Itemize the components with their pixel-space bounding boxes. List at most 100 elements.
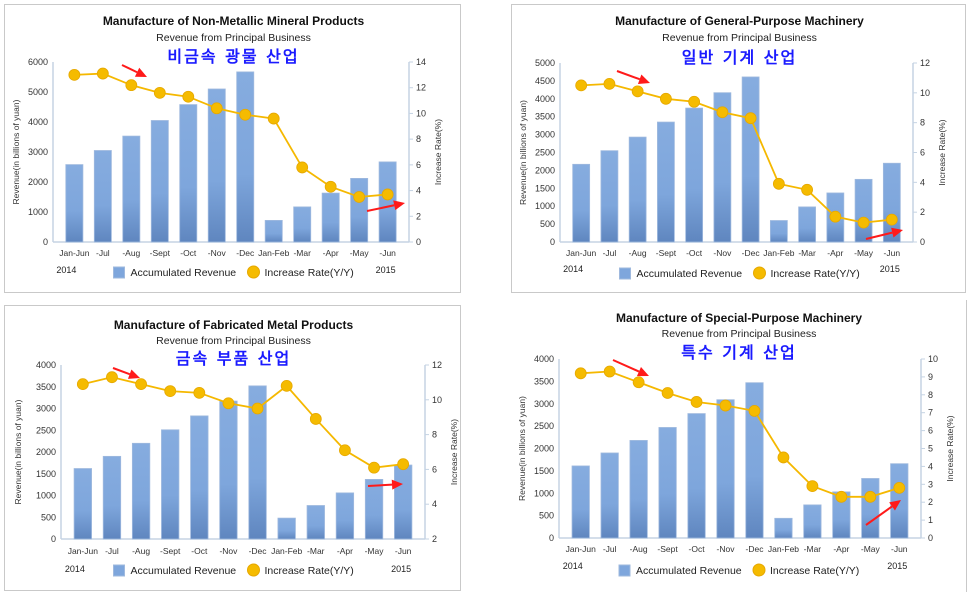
annotation-arrow-head [891, 227, 903, 238]
y2-tick-label: 2 [416, 211, 421, 221]
x-tick-label: -Nov [208, 248, 227, 258]
bar-revenue [687, 413, 706, 539]
legend-line-label: Increase Rate(Y/Y) [265, 565, 354, 577]
bar-revenue [861, 478, 880, 539]
chart-subtitle: Revenue from Principal Business [662, 328, 817, 340]
x-tick-label: -Nov [219, 546, 238, 556]
x-tick-label: -Oct [180, 248, 197, 258]
x-tick-label: -Aug [630, 544, 648, 554]
point-increase-rate [716, 106, 729, 119]
point-increase-rate [632, 376, 645, 389]
korean-label: 일반 기계 산업 [682, 48, 797, 67]
annotation-arrow-shaft [112, 367, 131, 376]
y2-tick-label: 8 [416, 134, 421, 144]
point-increase-rate [164, 385, 177, 397]
x-tick-label: -Jul [603, 248, 617, 258]
bar-revenue [685, 107, 704, 243]
annotation-arrow-head [134, 67, 147, 77]
x-tick-label: -May [854, 248, 874, 258]
point-increase-rate [893, 481, 906, 494]
y-tick-label: 2500 [534, 421, 554, 431]
x-tick-label: -Mar [798, 248, 816, 258]
chart-title: Manufacture of Non-Metallic Mineral Prod… [103, 14, 365, 28]
y2-axis-label: Increase Rate(%) [945, 415, 955, 481]
chart-svg-2: Manufacture of Fabricated Metal Products… [13, 318, 459, 577]
y-tick-label: 1000 [36, 491, 56, 501]
bar-revenue [716, 399, 735, 539]
year-label-start: 2014 [56, 265, 76, 275]
point-increase-rate [603, 77, 616, 90]
bar-revenue [394, 464, 413, 540]
x-tick-label: -Aug [122, 248, 140, 258]
y-axis-label: Revenue(in billions of yuan) [11, 99, 21, 204]
legend-line-label: Increase Rate(Y/Y) [265, 267, 354, 279]
x-tick-label: -Jul [603, 544, 617, 554]
y-tick-label: 1500 [36, 469, 56, 479]
annotation-arrow-head [889, 500, 901, 511]
point-increase-rate [772, 177, 785, 190]
y-tick-label: 1000 [28, 207, 48, 217]
point-increase-rate [193, 386, 206, 399]
y2-tick-label: 0 [416, 237, 421, 247]
bar-revenue [190, 415, 209, 540]
y-tick-label: 0 [51, 534, 56, 544]
bar-revenue [93, 150, 112, 243]
year-label-start: 2014 [563, 264, 583, 274]
point-increase-rate [777, 451, 790, 464]
bar-revenue [335, 492, 355, 540]
y2-tick-label: 4 [416, 186, 421, 196]
y-tick-label: 3500 [36, 382, 56, 392]
x-tick-label: -Sept [656, 248, 677, 258]
line-increase-rate [74, 72, 388, 198]
point-increase-rate [68, 68, 81, 81]
point-increase-rate [125, 79, 138, 92]
annotation-arrow-shaft [367, 483, 393, 487]
y-tick-label: 5000 [28, 87, 48, 97]
y2-tick-label: 12 [416, 83, 426, 93]
legend-line-label: Increase Rate(Y/Y) [771, 268, 860, 280]
bar-revenue [131, 442, 151, 540]
annotation-arrow-shaft [612, 359, 640, 373]
y-tick-label: 500 [539, 511, 554, 521]
y-tick-label: 2000 [535, 165, 555, 175]
bar-revenue [629, 440, 648, 539]
y2-tick-label: 0 [920, 237, 925, 247]
y-tick-label: 1500 [534, 466, 554, 476]
y-tick-label: 0 [550, 237, 555, 247]
annotation-arrow-shaft [616, 70, 641, 81]
y-tick-label: 2500 [535, 148, 555, 158]
bar-revenue [207, 88, 226, 243]
year-label-start: 2014 [563, 561, 583, 571]
bar-revenue [350, 177, 369, 243]
x-tick-label: -Nov [713, 248, 732, 258]
y2-tick-label: 6 [416, 160, 421, 170]
point-increase-rate [339, 444, 351, 457]
x-tick-label: -Apr [337, 546, 353, 556]
y2-axis-label: Increase Rate(%) [449, 419, 459, 485]
legend-bar-swatch [619, 267, 631, 280]
y2-tick-label: 1 [928, 515, 933, 525]
x-tick-label: -Jul [105, 546, 119, 556]
bar-revenue [572, 163, 591, 243]
legend-bar-label: Accumulated Revenue [636, 565, 742, 577]
point-increase-rate [574, 367, 587, 380]
year-label-end: 2015 [887, 561, 907, 571]
legend-line-label: Increase Rate(Y/Y) [770, 565, 859, 577]
x-tick-label: -Sept [657, 544, 678, 554]
y-tick-label: 4000 [28, 117, 48, 127]
chart-panel-non-metallic: Manufacture of Non-Metallic Mineral Prod… [4, 4, 461, 293]
y2-tick-label: 5 [928, 444, 933, 454]
bar-revenue [713, 92, 732, 243]
bar-revenue [102, 455, 122, 540]
y2-tick-label: 8 [928, 390, 933, 400]
x-tick-label: Jan-Jun [68, 546, 99, 556]
chart-panel-general-machinery: Manufacture of General-Purpose Machinery… [511, 4, 966, 293]
chart-title: Manufacture of Fabricated Metal Products [114, 318, 354, 332]
y2-tick-label: 4 [928, 461, 933, 471]
y-tick-label: 5000 [535, 58, 555, 68]
y-tick-label: 500 [540, 219, 555, 229]
y-tick-label: 1000 [535, 201, 555, 211]
y2-tick-label: 2 [432, 534, 437, 544]
point-increase-rate [251, 402, 264, 415]
y2-tick-label: 10 [416, 108, 426, 118]
